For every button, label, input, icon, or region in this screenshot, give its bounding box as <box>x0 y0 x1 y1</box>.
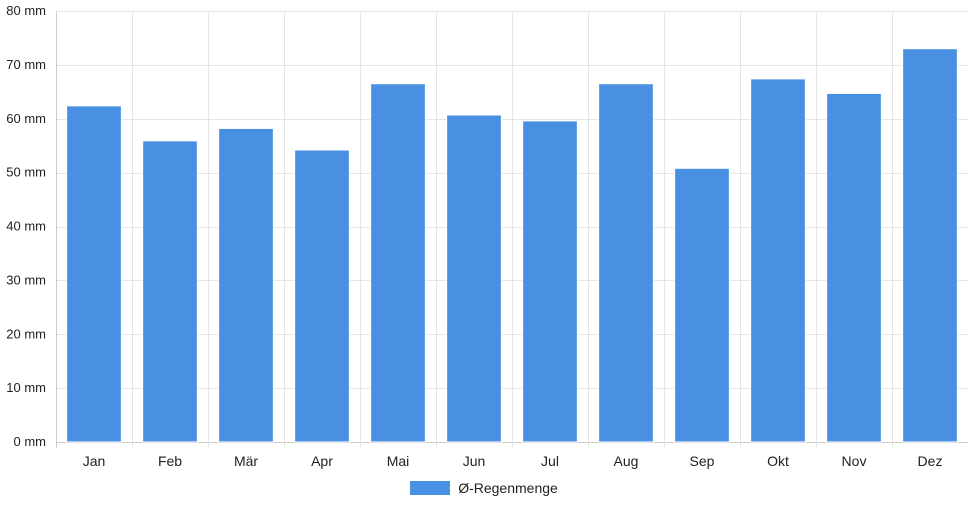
legend-label: Ø-Regenmenge <box>458 480 558 496</box>
x-tick-label: Nov <box>842 453 867 469</box>
bar-jul[interactable] <box>522 120 578 443</box>
x-tick-label: Dez <box>918 453 943 469</box>
bar-apr[interactable] <box>294 149 350 443</box>
x-tick-label: Okt <box>767 453 789 469</box>
y-tick-label: 0 mm <box>14 434 47 449</box>
legend: Ø-Regenmenge <box>0 480 968 496</box>
bar-jan[interactable] <box>66 105 122 443</box>
bar-dez[interactable] <box>902 48 958 443</box>
bars <box>66 48 958 443</box>
x-tick-label: Aug <box>614 453 639 469</box>
y-tick-label: 70 mm <box>6 57 46 72</box>
x-tick-label: Sep <box>690 453 715 469</box>
x-tick-label: Mai <box>387 453 410 469</box>
y-tick-label: 30 mm <box>6 272 46 287</box>
x-tick-label: Jan <box>83 453 106 469</box>
x-axis-ticks: Jan Feb Mär Apr Mai Jun Jul Aug Sep Okt Nov Dez <box>83 453 943 469</box>
x-tick-label: Mär <box>234 453 258 469</box>
y-axis-ticks: 0 mm 10 mm 20 mm 30 mm 40 mm 50 mm 60 mm 70 mm 8… <box>6 3 46 449</box>
legend-swatch <box>410 481 451 495</box>
bar-aug[interactable] <box>598 83 654 443</box>
y-tick-label: 20 mm <box>6 326 46 341</box>
x-tick-label: Jul <box>541 453 559 469</box>
bar-jun[interactable] <box>446 114 502 443</box>
x-tick-label: Feb <box>158 453 182 469</box>
bar-mär[interactable] <box>218 127 274 443</box>
bar-sep[interactable] <box>674 167 730 443</box>
x-tick-label: Jun <box>463 453 486 469</box>
y-tick-label: 40 mm <box>6 219 46 234</box>
bar-okt[interactable] <box>750 78 806 443</box>
bar-feb[interactable] <box>142 140 198 443</box>
grid-lines <box>56 11 968 448</box>
bar-nov[interactable] <box>826 92 882 443</box>
y-tick-label: 50 mm <box>6 165 46 180</box>
y-tick-label: 80 mm <box>6 3 46 18</box>
y-tick-label: 60 mm <box>6 111 46 126</box>
x-tick-label: Apr <box>311 453 333 469</box>
y-tick-label: 10 mm <box>6 380 46 395</box>
bar-mai[interactable] <box>370 83 426 443</box>
